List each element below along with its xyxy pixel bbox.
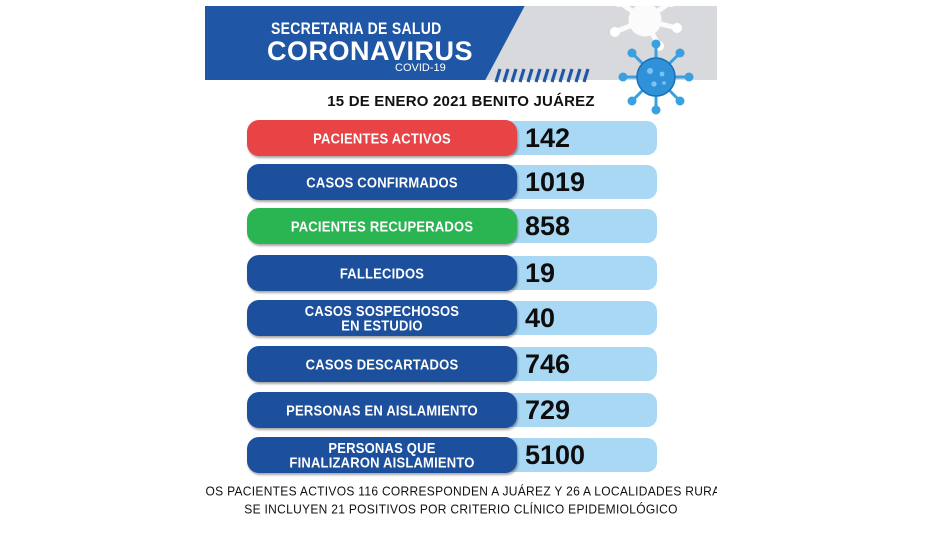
stat-label-box: PERSONAS QUE FINALIZARON AISLAMIENTO — [247, 437, 517, 473]
header-subtitle: COVID-19 — [395, 62, 446, 74]
stat-value: 19 — [525, 258, 556, 288]
stat-row-suspected-cases: CASOS SOSPECHOSOS EN ESTUDIO 40 — [247, 300, 657, 336]
header-band — [205, 6, 545, 80]
stat-label-box: CASOS DESCARTADOS — [247, 346, 517, 382]
stat-label: CASOS SOSPECHOSOS EN ESTUDIO — [304, 302, 460, 334]
stat-row-finished-isolation: PERSONAS QUE FINALIZARON AISLAMIENTO 5100 — [247, 437, 657, 473]
stat-value: 1019 — [525, 167, 586, 197]
stat-label-box: CASOS CONFIRMADOS — [247, 164, 517, 200]
stat-label: CASOS DESCARTADOS — [305, 355, 459, 373]
covid-report-card: SECRETARIA DE SALUD CORONAVIRUS COVID-19 — [205, 6, 717, 526]
stat-label: PACIENTES ACTIVOS — [313, 129, 451, 147]
stat-value: 40 — [525, 303, 556, 333]
stat-label-box: PACIENTES ACTIVOS — [247, 120, 517, 156]
stat-label: FALLECIDOS — [339, 264, 425, 282]
stat-value: 142 — [525, 123, 571, 153]
stat-label: PERSONAS EN AISLAMIENTO — [286, 401, 478, 419]
stat-label-box: FALLECIDOS — [247, 255, 517, 291]
stat-row-recovered-patients: PACIENTES RECUPERADOS 858 — [247, 208, 657, 244]
footer-note-1: OS PACIENTES ACTIVOS 116 CORRESPONDEN A … — [205, 483, 717, 499]
stat-label: PACIENTES RECUPERADOS — [290, 217, 474, 235]
stat-value: 5100 — [525, 440, 586, 470]
stat-label: PERSONAS QUE FINALIZARON AISLAMIENTO — [289, 439, 475, 471]
stat-label: CASOS CONFIRMADOS — [306, 173, 458, 191]
stat-row-active-patients: PACIENTES ACTIVOS 142 — [247, 120, 657, 156]
stat-row-confirmed-cases: CASOS CONFIRMADOS 1019 — [247, 164, 657, 200]
stat-row-deaths: FALLECIDOS 19 — [247, 255, 657, 291]
coronavirus-icon — [618, 39, 694, 115]
stat-label-box: CASOS SOSPECHOSOS EN ESTUDIO — [247, 300, 517, 336]
stat-row-discarded-cases: CASOS DESCARTADOS 746 — [247, 346, 657, 382]
stat-label-box: PACIENTES RECUPERADOS — [247, 208, 517, 244]
header-main-title: CORONAVIRUS — [267, 36, 474, 66]
footer-note-2: SE INCLUYEN 21 POSITIVOS POR CRITERIO CL… — [244, 501, 678, 517]
stat-row-isolated-persons: PERSONAS EN AISLAMIENTO 729 — [247, 392, 657, 428]
stat-value: 729 — [525, 395, 571, 425]
stat-label-box: PERSONAS EN AISLAMIENTO — [247, 392, 517, 428]
stat-value: 858 — [525, 211, 571, 241]
report-date: 15 DE ENERO 2021 BENITO JUÁREZ — [327, 93, 595, 110]
stat-value: 746 — [525, 349, 571, 379]
decorative-stripes — [494, 68, 590, 83]
header-org-title: SECRETARIA DE SALUD — [271, 18, 442, 38]
